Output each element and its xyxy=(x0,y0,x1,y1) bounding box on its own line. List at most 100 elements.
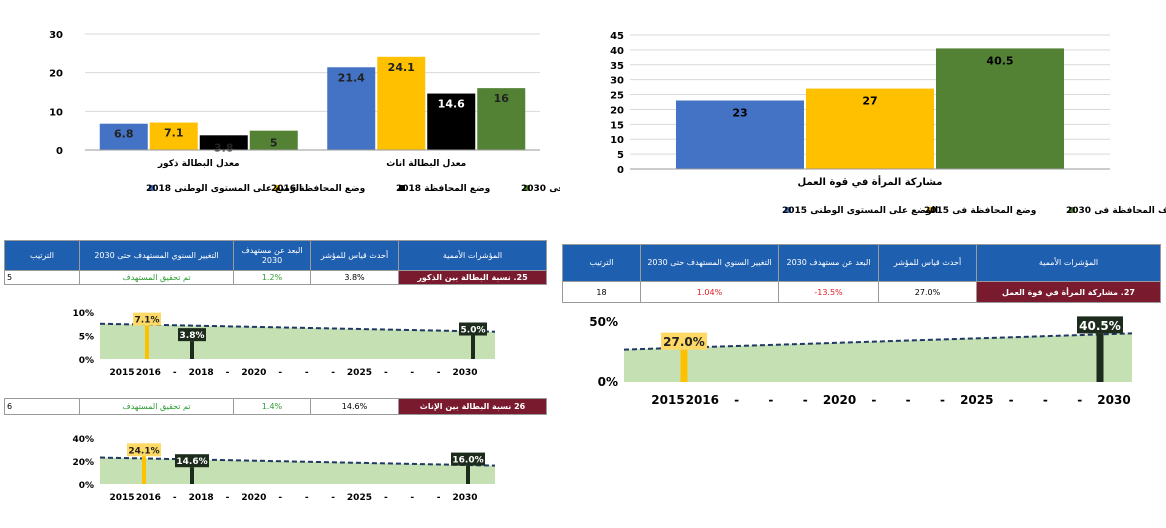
y-tick-label: 30 xyxy=(49,30,63,41)
indicator-table-labor: الترتيب التغيير السنوي المستهدف حتى 2030… xyxy=(562,244,1161,303)
x-tick-label: 2020 xyxy=(823,393,856,407)
trend-line xyxy=(623,332,1133,351)
x-tick-label: 2030 xyxy=(452,493,477,503)
x-tick-label: - xyxy=(278,493,282,503)
y-tick-label: 10 xyxy=(610,135,624,146)
y-tick-label: 20% xyxy=(72,458,94,468)
marker-box xyxy=(175,454,209,468)
y-tick-label: 50% xyxy=(589,315,618,329)
y-tick-label: 40 xyxy=(610,46,624,57)
header-indicator: المؤشرات الأممية xyxy=(976,244,1161,282)
marker-box xyxy=(459,322,487,336)
legend-label: الوضع على المستوى الوطنى 2015 xyxy=(782,206,938,216)
legend-swatch xyxy=(927,207,933,213)
latest-cell: 27.0% xyxy=(878,281,977,303)
marker-box xyxy=(661,332,707,350)
marker-box xyxy=(1077,316,1123,334)
legend-swatch xyxy=(785,207,791,213)
marker-box xyxy=(451,452,485,466)
x-tick-label: - xyxy=(1009,393,1014,407)
marker-label: 14.6% xyxy=(176,457,207,467)
legend-swatch xyxy=(1069,207,1075,213)
y-tick-label: 0% xyxy=(598,375,618,389)
y-tick-label: 45 xyxy=(610,31,624,42)
data-label: 24.1 xyxy=(388,61,415,74)
x-tick-label: - xyxy=(173,368,177,378)
bar xyxy=(199,135,248,150)
x-tick-label: - xyxy=(410,493,414,503)
x-tick-label: - xyxy=(173,493,177,503)
y-tick-label: 5 xyxy=(617,150,624,161)
gap-cell: -13.5% xyxy=(778,281,879,303)
marker-box xyxy=(127,443,161,457)
legend-swatch xyxy=(524,185,530,191)
x-tick-label: - xyxy=(331,368,335,378)
legend-label: الوضع على المستوى الوطنى 2018 xyxy=(146,184,302,194)
latest-cell: 14.6% xyxy=(310,398,399,415)
unemployment-bar-chart: 0 10 20 30 6.8 7.1 3.8 5 معدل البطالة ذكور 21.4 24… xyxy=(49,30,560,194)
legend-swatch xyxy=(149,185,155,191)
header-rank: الترتيب xyxy=(562,244,641,282)
data-label: 16 xyxy=(494,92,510,105)
bar xyxy=(477,88,526,150)
marker-label: 40.5% xyxy=(1079,319,1121,333)
indicator-table-female: 6 تم تحقيق المستهدف 1.4% 14.6% 26 نسبة ا… xyxy=(4,398,547,415)
data-label: 27 xyxy=(862,95,877,108)
x-tick-label: - xyxy=(331,493,335,503)
x-axis-label: مشاركة المرأة في قوة العمل xyxy=(798,175,943,188)
header-latest: أحدث قياس للمؤشر xyxy=(878,244,977,282)
x-tick-label: 2015 xyxy=(651,393,684,407)
annual-cell: تم تحقيق المستهدف xyxy=(79,270,234,285)
rank-cell: 6 xyxy=(4,398,80,415)
rank-cell: 5 xyxy=(4,270,80,285)
data-label: 23 xyxy=(732,107,747,120)
indicator-name: 26 نسبة البطالة بين الإناث xyxy=(398,398,547,415)
x-tick-label: - xyxy=(226,368,230,378)
x-tick-label: 2015 xyxy=(109,493,134,503)
target-band xyxy=(100,323,495,359)
x-tick-label: 2016 xyxy=(136,368,161,378)
x-tick-label: 2018 xyxy=(189,368,214,378)
x-tick-label: - xyxy=(437,368,441,378)
bar xyxy=(676,100,804,169)
marker-label: 3.8% xyxy=(180,331,205,341)
legend-label: وضع المحافظة 2018 xyxy=(396,184,490,194)
x-tick-label: 2025 xyxy=(347,368,372,378)
y-tick-label: 10 xyxy=(49,107,63,118)
marker-box xyxy=(178,328,206,342)
category-label: معدل البطالة ذكور xyxy=(157,159,240,169)
bar xyxy=(249,130,298,150)
x-tick-label: - xyxy=(437,493,441,503)
data-label: 14.6 xyxy=(438,98,465,111)
legend-label: مستهدف المحافظة فى 2030 xyxy=(1066,206,1166,216)
rank-cell: 18 xyxy=(562,281,641,303)
y-tick-label: 10% xyxy=(72,309,94,319)
target-band xyxy=(624,333,1132,382)
bar xyxy=(806,88,934,169)
y-tick-label: 5% xyxy=(79,333,94,343)
x-tick-label: 2020 xyxy=(241,493,266,503)
y-tick-label: 20 xyxy=(49,69,63,80)
x-tick-label: 2016 xyxy=(686,393,719,407)
x-tick-label: - xyxy=(768,393,773,407)
legend-swatch xyxy=(274,185,280,191)
x-tick-label: 2025 xyxy=(347,493,372,503)
bar xyxy=(377,56,426,150)
x-tick-label: 2020 xyxy=(241,368,266,378)
gap-cell: 1.4% xyxy=(233,398,311,415)
x-tick-label: - xyxy=(803,393,808,407)
y-tick-label: 20 xyxy=(610,105,624,116)
x-tick-label: - xyxy=(226,493,230,503)
y-tick-label: 0 xyxy=(56,146,63,157)
x-tick-label: 2030 xyxy=(452,368,477,378)
y-tick-label: 35 xyxy=(610,61,624,72)
x-tick-label: - xyxy=(384,368,388,378)
x-tick-label: - xyxy=(410,368,414,378)
trend-line xyxy=(99,456,496,467)
data-label: 6.8 xyxy=(114,128,134,141)
x-tick-label: 2016 xyxy=(136,493,161,503)
x-tick-label: 2015 xyxy=(109,368,134,378)
data-label: 21.4 xyxy=(338,71,365,84)
data-label: 7.1 xyxy=(164,127,184,140)
y-tick-label: 0 xyxy=(617,165,624,176)
